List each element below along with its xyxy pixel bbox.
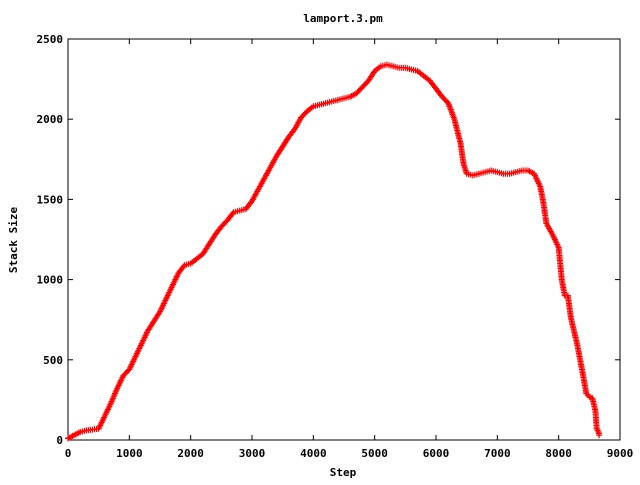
x-axis: 0 1000 2000 3000 4000 5000 6000 7000 8000 9000 [65, 39, 634, 460]
y-axis-label: Stack Size [7, 207, 20, 274]
data-point [229, 210, 236, 217]
x-tick-label: 0 [65, 447, 72, 460]
x-tick-label: 6000 [423, 447, 450, 460]
y-tick-label: 500 [43, 354, 63, 367]
plot-frame [67, 38, 621, 441]
y-tick-label: 2000 [37, 113, 64, 126]
x-tick-label: 9000 [607, 447, 634, 460]
data-point [180, 263, 187, 270]
x-tick-label: 2000 [177, 447, 204, 460]
data-series [65, 61, 603, 442]
x-tick-label: 8000 [545, 447, 572, 460]
chart-title: lamport.3.pm [303, 12, 383, 25]
y-tick-label: 1000 [37, 274, 64, 287]
y-tick-label: 1500 [37, 193, 64, 206]
y-axis: 0 500 1000 1500 2000 2500 [37, 33, 620, 447]
x-tick-label: 7000 [484, 447, 511, 460]
x-tick-label: 3000 [239, 447, 266, 460]
y-tick-label: 2500 [37, 33, 64, 46]
data-point [596, 432, 603, 439]
x-axis-label: Step [330, 466, 357, 479]
x-tick-label: 5000 [361, 447, 388, 460]
x-tick-label: 1000 [116, 447, 143, 460]
x-tick-label: 4000 [300, 447, 327, 460]
y-tick-label: 0 [56, 434, 63, 447]
